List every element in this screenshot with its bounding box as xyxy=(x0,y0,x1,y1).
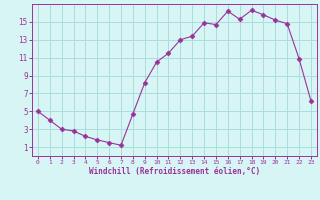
X-axis label: Windchill (Refroidissement éolien,°C): Windchill (Refroidissement éolien,°C) xyxy=(89,167,260,176)
